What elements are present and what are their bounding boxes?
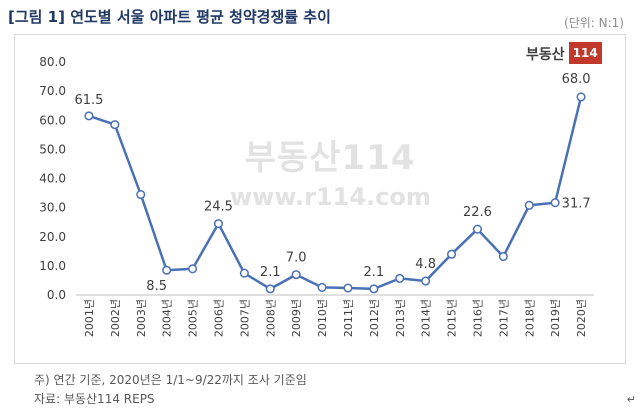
data-point [162, 265, 172, 275]
data-point [421, 276, 431, 286]
data-label: 7.0 [286, 251, 307, 266]
watermark-url: www.r114.com [230, 183, 431, 211]
data-point [136, 189, 146, 200]
x-tick-label: 2001년 [83, 299, 96, 337]
data-point [110, 120, 120, 130]
y-tick-label: 50.0 [39, 142, 66, 156]
data-point [498, 252, 508, 262]
x-tick-label: 2016년 [471, 299, 484, 337]
paragraph-mark: ↵ [626, 393, 636, 406]
data-point [291, 270, 301, 280]
data-label: 2.1 [260, 265, 281, 280]
series-line [88, 96, 583, 291]
x-tick-label: 2011년 [342, 299, 355, 337]
chart-frame [14, 34, 626, 364]
data-point [317, 282, 327, 292]
x-tick-label: 2018년 [523, 299, 536, 337]
y-tick-label: 20.0 [39, 230, 66, 244]
x-tick-label: 2006년 [212, 299, 225, 337]
data-point [343, 283, 353, 293]
x-tick-label: 2007년 [238, 299, 251, 337]
x-tick-label: 2019년 [549, 299, 562, 337]
x-tick-label: 2013년 [394, 299, 407, 337]
x-tick-label: 2017년 [497, 299, 510, 337]
data-point [395, 273, 405, 283]
footnote: 주) 연간 기준, 2020년은 1/1~9/22까지 조사 기준임 [34, 373, 307, 387]
x-tick-label: 2002년 [109, 299, 122, 337]
data-point [188, 264, 198, 274]
data-point [265, 284, 275, 294]
x-tick-label: 2005년 [187, 299, 200, 337]
data-label: 22.6 [463, 205, 492, 220]
data-point [213, 219, 223, 229]
x-tick-label: 2009년 [290, 299, 303, 337]
source-note: 자료: 부동산114 REPS [34, 392, 155, 406]
data-point [369, 284, 379, 294]
x-tick-label: 2012년 [368, 299, 381, 337]
x-tick-label: 2010년 [316, 299, 329, 337]
data-point [550, 198, 560, 208]
y-tick-label: 80.0 [39, 55, 66, 69]
data-label: 61.5 [74, 93, 103, 108]
x-tick-label: 2008년 [264, 299, 277, 337]
x-tick-label: 2004년 [161, 299, 174, 337]
data-label: 24.5 [204, 200, 233, 215]
data-label: 31.7 [562, 197, 591, 212]
y-tick-label: 60.0 [39, 113, 66, 127]
data-point [576, 92, 586, 102]
y-tick-label: 30.0 [39, 201, 66, 215]
x-tick-label: 2015년 [446, 299, 459, 337]
figure-title: [그림 1] 연도별 서울 아파트 평균 청약경쟁률 추이 [8, 8, 331, 26]
brand-logo: 부동산 114 [526, 42, 602, 64]
data-point [524, 200, 534, 210]
x-tick-label: 2014년 [420, 299, 433, 337]
x-tick-label: 2003년 [135, 299, 148, 337]
unit-label: (단위: N:1) [564, 16, 624, 30]
watermark-logo: 부동산114 [244, 138, 416, 178]
y-tick-label: 10.0 [39, 259, 66, 273]
data-label: 4.8 [415, 257, 436, 272]
data-point [472, 224, 483, 234]
data-point [447, 249, 457, 259]
data-label: 2.1 [364, 265, 385, 280]
data-label: 8.5 [146, 279, 167, 294]
data-point [239, 268, 249, 278]
x-tick-label: 2020년 [575, 299, 588, 337]
logo-text: 부동산 [526, 47, 565, 63]
logo-number: 114 [568, 42, 602, 64]
data-label: 68.0 [562, 72, 591, 87]
data-point [84, 111, 94, 121]
watermark: 부동산114 www.r114.com [230, 130, 431, 211]
y-tick-label: 70.0 [39, 84, 66, 98]
y-tick-label: 40.0 [39, 172, 66, 186]
y-tick-label: 0.0 [47, 288, 66, 302]
